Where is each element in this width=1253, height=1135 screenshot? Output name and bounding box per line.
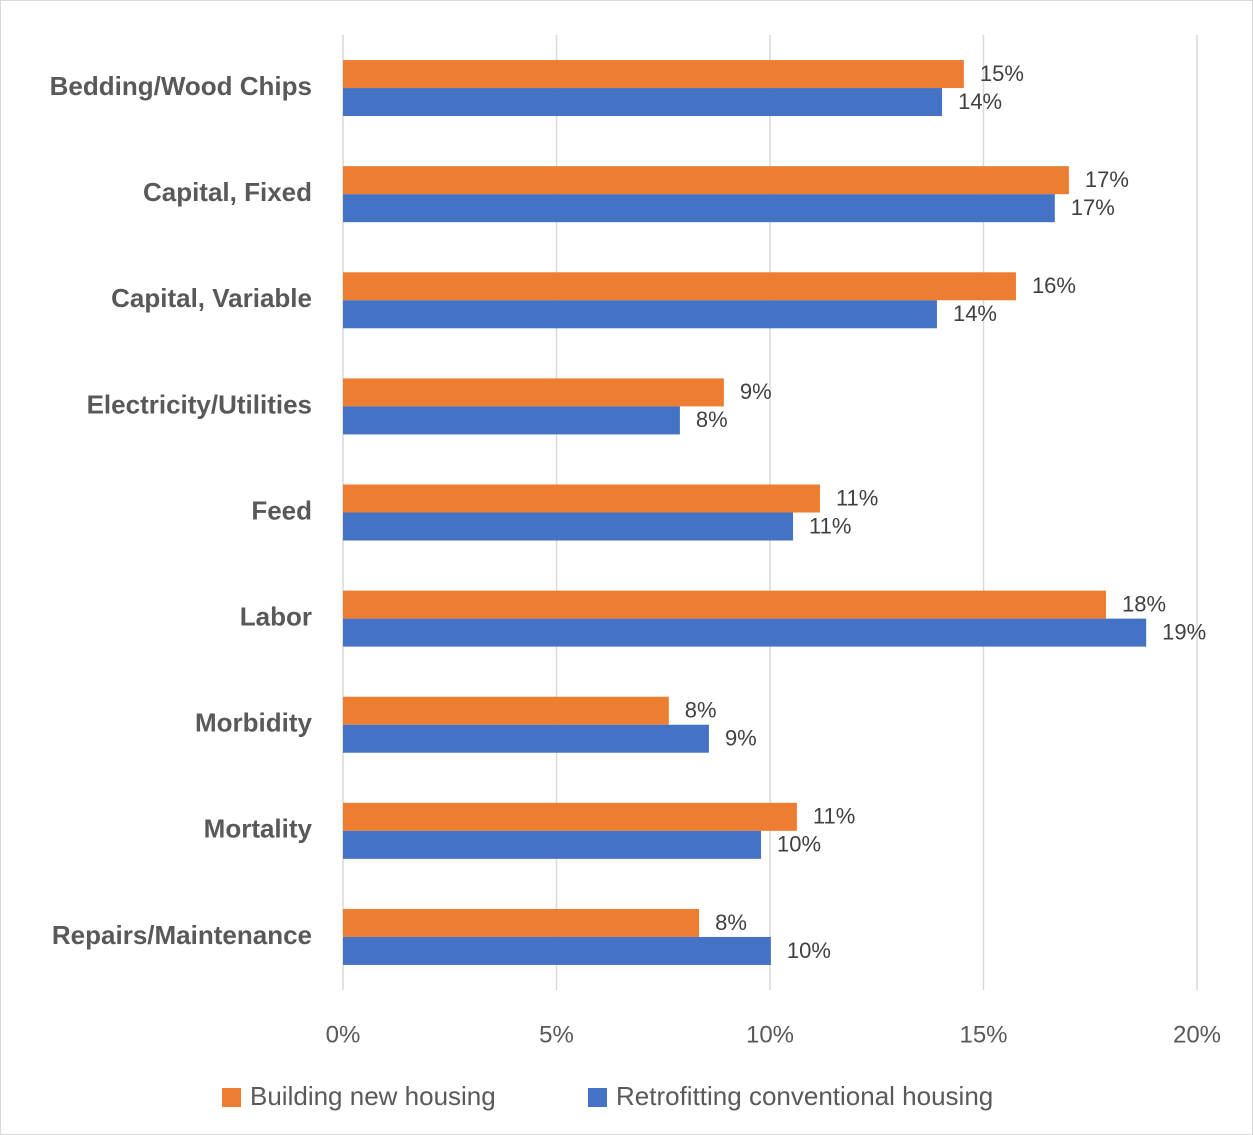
legend-label: Retrofitting conventional housing <box>616 1081 993 1111</box>
data-label: 15% <box>980 61 1024 86</box>
bar <box>343 512 794 541</box>
bar <box>343 590 1107 619</box>
y-tick-label: Labor <box>240 601 312 631</box>
data-label: 18% <box>1122 591 1166 616</box>
data-label: 11% <box>809 513 851 538</box>
data-label: 10% <box>787 938 831 963</box>
bar <box>343 936 771 965</box>
data-label: 14% <box>958 89 1002 114</box>
bar <box>343 60 964 89</box>
data-label: 14% <box>953 301 997 326</box>
y-tick-label: Capital, Fixed <box>143 177 312 207</box>
y-tick-label: Bedding/Wood Chips <box>50 71 312 101</box>
bar <box>343 724 709 753</box>
y-tick-label: Capital, Variable <box>111 283 312 313</box>
data-label: 17% <box>1071 195 1115 220</box>
bar <box>343 166 1069 195</box>
x-tick-label: 0% <box>326 1021 361 1048</box>
bar <box>343 618 1147 647</box>
x-tick-label: 5% <box>539 1021 574 1048</box>
bar <box>343 696 669 725</box>
y-tick-label: Electricity/Utilities <box>87 389 312 419</box>
bar <box>343 194 1055 223</box>
y-tick-label: Morbidity <box>195 708 313 738</box>
bar <box>343 484 820 513</box>
legend-swatch <box>588 1088 607 1107</box>
bar <box>343 88 943 117</box>
data-label: 9% <box>740 379 772 404</box>
data-label: 19% <box>1162 619 1206 644</box>
data-label: 9% <box>725 726 757 751</box>
data-label: 10% <box>777 832 821 857</box>
bar <box>343 406 680 435</box>
data-label: 11% <box>836 485 878 510</box>
x-tick-label: 15% <box>959 1021 1007 1048</box>
bar <box>343 802 797 831</box>
bar <box>343 830 762 859</box>
y-tick-label: Repairs/Maintenance <box>52 920 312 950</box>
x-tick-label: 10% <box>746 1021 794 1048</box>
bar <box>343 908 700 937</box>
y-tick-label: Mortality <box>204 814 313 844</box>
y-tick-label: Feed <box>251 495 312 525</box>
bar <box>343 378 724 407</box>
x-tick-label: 20% <box>1173 1021 1221 1048</box>
data-label: 8% <box>715 910 747 935</box>
data-label: 16% <box>1032 273 1076 298</box>
data-label: 8% <box>685 698 717 723</box>
bar <box>343 272 1016 301</box>
legend-swatch <box>222 1088 241 1107</box>
data-label: 17% <box>1085 167 1129 192</box>
data-label: 11% <box>813 804 855 829</box>
legend-label: Building new housing <box>250 1081 496 1111</box>
data-label: 8% <box>696 407 728 432</box>
bar <box>343 300 937 329</box>
